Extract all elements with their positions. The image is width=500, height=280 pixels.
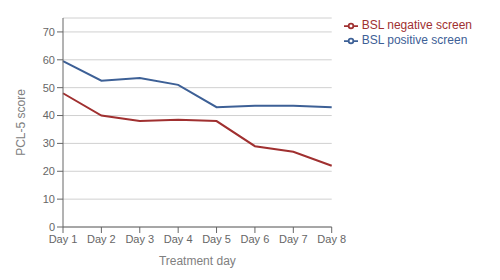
svg-text:20: 20 — [43, 165, 55, 177]
svg-text:Day 4: Day 4 — [164, 233, 193, 245]
svg-text:70: 70 — [43, 26, 55, 38]
svg-text:Day 2: Day 2 — [87, 233, 116, 245]
svg-text:Day 7: Day 7 — [279, 233, 308, 245]
svg-text:Day 3: Day 3 — [125, 233, 154, 245]
svg-text:Day 5: Day 5 — [202, 233, 231, 245]
svg-text:10: 10 — [43, 193, 55, 205]
svg-text:PCL-5 score: PCL-5 score — [14, 89, 28, 156]
svg-text:Day 6: Day 6 — [241, 233, 270, 245]
svg-text:50: 50 — [43, 82, 55, 94]
svg-text:Day 1: Day 1 — [49, 233, 78, 245]
svg-text:Day 8: Day 8 — [317, 233, 346, 245]
svg-text:60: 60 — [43, 54, 55, 66]
svg-text:Treatment day: Treatment day — [159, 254, 236, 268]
svg-text:40: 40 — [43, 109, 55, 121]
svg-text:30: 30 — [43, 137, 55, 149]
svg-text:0: 0 — [49, 221, 55, 233]
html-text:BSL positive screen: BSL positive screen — [361, 32, 468, 47]
html-text:BSL negative screen: BSL negative screen — [361, 18, 472, 32]
